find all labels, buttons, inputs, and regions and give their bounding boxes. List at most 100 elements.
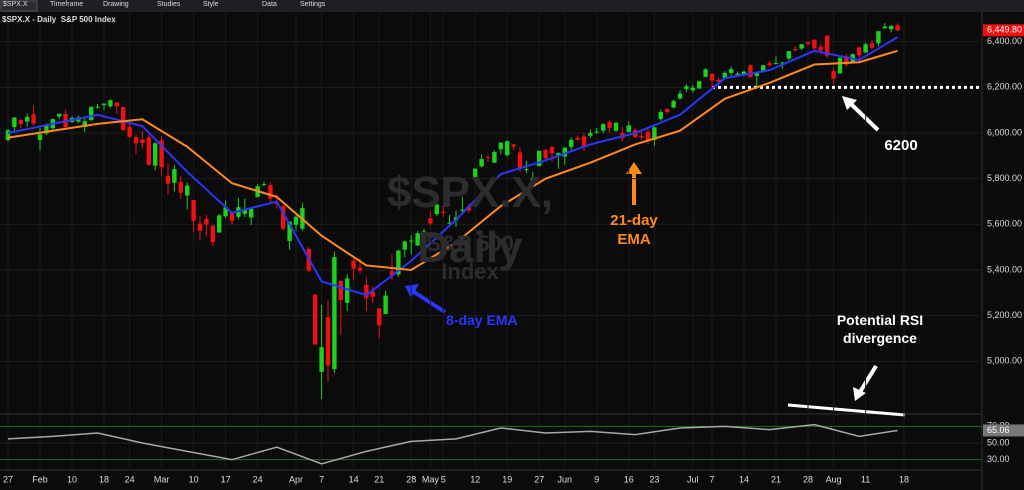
candle-body — [383, 295, 388, 315]
last-price-box — [983, 24, 1024, 37]
toolbar-item[interactable]: Data — [262, 1, 277, 8]
candle-body — [114, 102, 119, 107]
candle-body — [319, 347, 324, 372]
arrow-head — [626, 162, 642, 174]
candle-body — [537, 150, 542, 167]
candle-body — [869, 43, 875, 48]
candle-body — [261, 183, 267, 185]
candle-body — [793, 48, 798, 51]
candle-body — [556, 153, 561, 156]
candle-body — [639, 135, 644, 138]
x-tick-label: 5 — [441, 474, 446, 484]
candle-body — [223, 207, 228, 217]
candle-body — [492, 151, 497, 163]
y-tick-label: 5,600.00 — [987, 219, 1022, 229]
candle-body — [671, 100, 676, 108]
candle-body — [786, 51, 791, 59]
candle-body — [812, 39, 817, 49]
candle-body — [543, 149, 548, 159]
candle-body — [485, 156, 491, 158]
candle-body — [889, 25, 894, 30]
x-tick-label: Feb — [32, 474, 48, 484]
toolbar-item[interactable]: Settings — [300, 1, 326, 8]
watermark: $SPX.X, Daily — [386, 168, 554, 272]
rsi-value-label: 65.06 — [987, 425, 1010, 435]
candle-body — [37, 134, 43, 141]
candle-body — [108, 100, 113, 107]
y-tick-label: 5,200.00 — [987, 310, 1022, 320]
candle-body — [818, 46, 823, 51]
candle-body — [684, 86, 689, 89]
x-tick-label: 17 — [221, 474, 231, 484]
candle-body — [569, 139, 574, 147]
x-tick-label: 14 — [739, 474, 749, 484]
candle-body — [754, 72, 759, 76]
arrow-head — [842, 96, 857, 110]
toolbar-item[interactable]: Drawing — [103, 1, 129, 8]
candle-body — [780, 62, 785, 64]
candle-body — [690, 87, 695, 91]
candle-body — [357, 267, 363, 271]
toolbar-item[interactable]: Studies — [157, 1, 181, 8]
candle-body — [857, 47, 862, 56]
candle-body — [645, 131, 651, 141]
toolbar — [0, 0, 1024, 12]
y-tick-label: 30.00 — [987, 454, 1010, 464]
x-tick-label: 24 — [125, 474, 135, 484]
x-tick-label: 18 — [899, 474, 909, 484]
header: $SPX.X - Daily S&P 500 Index — [2, 15, 116, 24]
candle-body — [767, 63, 772, 66]
candle-body — [313, 294, 318, 345]
symbol-box[interactable] — [0, 0, 38, 12]
candle-body — [332, 256, 337, 370]
candle-body — [82, 121, 87, 128]
candle-body — [133, 137, 139, 144]
toolbar-item[interactable]: Timeframe — [50, 1, 84, 8]
candle-body — [287, 221, 292, 242]
symbol[interactable]: $SPX.X — [3, 1, 28, 8]
candle-body — [95, 106, 100, 108]
ema-line — [7, 36, 899, 297]
x-tick-label: Aug — [826, 474, 842, 484]
candle-body — [31, 114, 36, 124]
y-tick-label: 50.00 — [987, 437, 1010, 447]
candle-body — [677, 93, 683, 99]
x-tick-label: 19 — [502, 474, 512, 484]
last-price-label: 6,449.80 — [987, 25, 1022, 35]
candle-body — [281, 206, 286, 229]
candle-body — [421, 231, 427, 248]
x-tick-label: 27 — [3, 474, 13, 484]
x-tick-label: 27 — [534, 474, 544, 484]
candle-body — [722, 72, 727, 79]
candle-body — [594, 131, 599, 133]
candle-body — [364, 284, 369, 299]
x-tick-label: 10 — [189, 474, 199, 484]
candle-body — [325, 317, 331, 366]
candle-body — [345, 278, 350, 303]
candle-body — [12, 117, 17, 128]
candle-body — [581, 136, 587, 147]
x-tick-label: 28 — [406, 474, 416, 484]
candle-body — [729, 69, 734, 73]
candle-body — [217, 215, 222, 233]
arrow-head — [405, 284, 419, 298]
x-tick-label: Apr — [289, 474, 303, 484]
candle-body — [370, 291, 375, 297]
y-tick-label: 5,000.00 — [987, 356, 1022, 366]
arrow-head — [853, 387, 866, 401]
candle-body — [415, 233, 420, 246]
candle-body — [831, 71, 836, 79]
candle-body — [57, 113, 62, 117]
arrow — [858, 364, 878, 394]
candle-body — [389, 271, 395, 276]
candle-body — [876, 31, 881, 44]
candle-body — [127, 126, 132, 137]
candle-body — [402, 241, 407, 250]
candle-body — [658, 112, 663, 120]
candle-body — [665, 109, 670, 113]
toolbar-item[interactable]: Style — [203, 1, 219, 8]
candle-body — [447, 222, 452, 224]
candle-body — [748, 65, 753, 78]
candle-body — [562, 147, 567, 157]
candle-body — [338, 280, 343, 301]
